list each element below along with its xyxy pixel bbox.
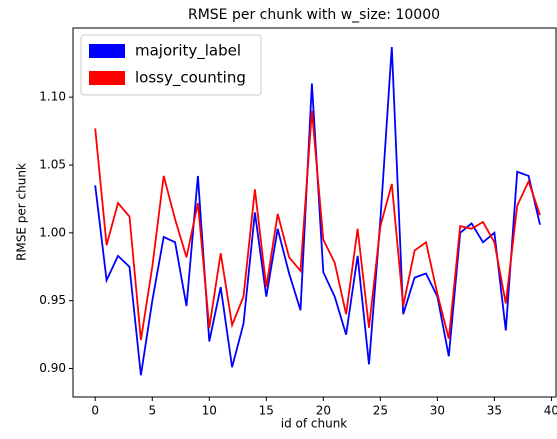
legend-swatch: [89, 71, 125, 85]
x-tick-label: 15: [259, 404, 274, 418]
legend-label: majority_label: [135, 42, 241, 61]
x-tick-label: 30: [430, 404, 445, 418]
plot-frame: [72, 27, 557, 398]
x-axis-label: id of chunk: [281, 417, 348, 431]
chart-title: RMSE per chunk with w_size: 10000: [188, 7, 440, 23]
legend-box: [80, 34, 262, 96]
line-series: [94, 46, 541, 376]
y-tick-label: 1.10: [39, 90, 66, 104]
x-tick-label: 10: [202, 404, 217, 418]
x-tick-label: 5: [148, 404, 156, 418]
x-tick-label: 25: [373, 404, 388, 418]
y-axis-label: RMSE per chunk: [15, 163, 29, 261]
x-tick-label: 20: [316, 404, 331, 418]
y-tick-label: 0.90: [39, 361, 66, 375]
y-tick-label: 0.95: [39, 293, 66, 307]
line-series: [94, 110, 541, 341]
x-tick-label: 0: [91, 404, 99, 418]
legend-label: lossy_counting: [135, 69, 246, 88]
y-tick-label: 1.05: [39, 158, 66, 172]
x-tick-label: 40: [544, 404, 557, 418]
x-tick-label: 35: [487, 404, 502, 418]
y-tick-label: 1.00: [39, 225, 66, 239]
legend-swatch: [89, 44, 125, 58]
